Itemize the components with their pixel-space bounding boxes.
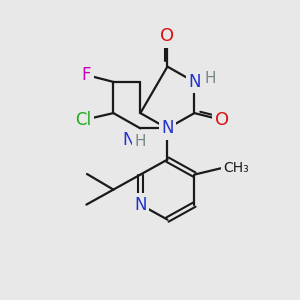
Text: CH₃: CH₃ (224, 161, 249, 175)
Text: H: H (204, 71, 216, 86)
Text: N: N (122, 131, 135, 149)
Text: N: N (134, 196, 147, 214)
Text: O: O (215, 111, 229, 129)
Text: O: O (160, 27, 175, 45)
Text: F: F (82, 66, 91, 84)
Text: Cl: Cl (75, 111, 92, 129)
Text: H: H (135, 134, 146, 149)
Text: N: N (161, 119, 174, 137)
Text: N: N (188, 73, 201, 91)
